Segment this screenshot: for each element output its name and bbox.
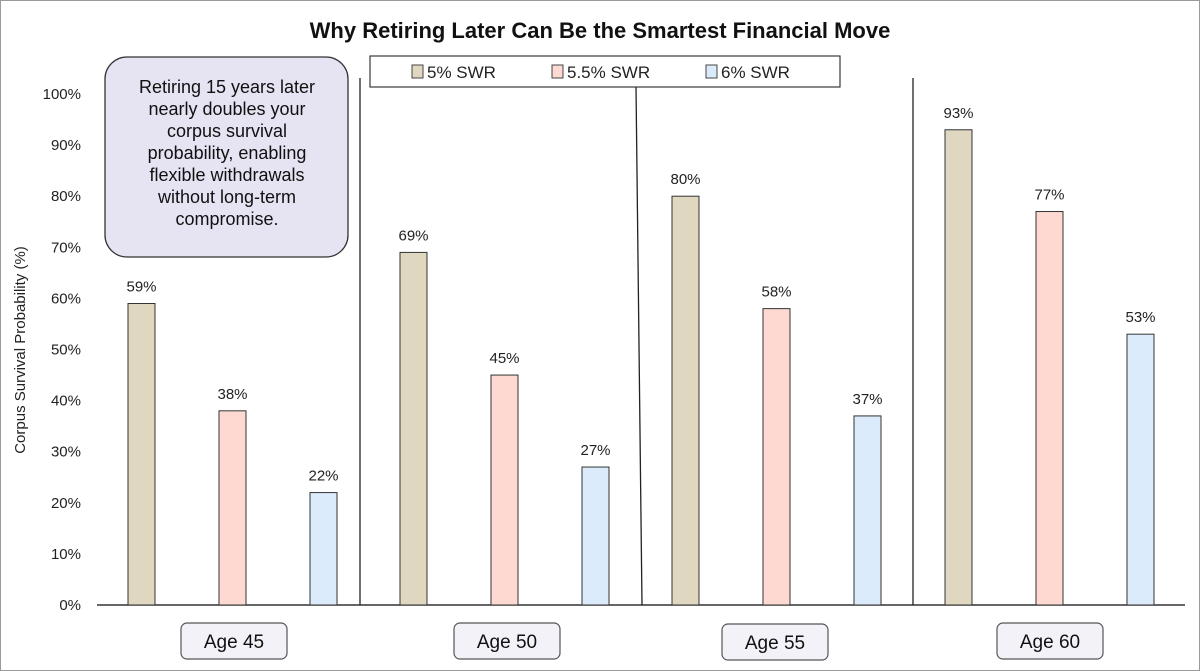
category-labels: Age 45 Age 50 Age 55 Age 60 [180,622,1104,661]
bar [127,303,156,606]
data-label: 27% [580,442,610,459]
bar [399,251,428,606]
bar [671,195,700,606]
category-box [996,622,1104,660]
y-tick-label: 10% [51,546,81,563]
data-label: 22% [308,468,338,485]
x-tick-label: Age 55 [745,633,805,654]
annotation-line: nearly doubles your [148,99,305,119]
bar [309,492,338,606]
y-tick-label: 70% [51,239,81,256]
annotation-line: compromise. [175,209,278,229]
y-tick-label: 40% [51,393,81,410]
category-box [180,622,288,660]
data-label: 38% [217,386,247,403]
legend-entry: 5.5% SWR [567,63,650,82]
data-label: 53% [1125,309,1155,326]
legend-swatch [551,64,564,79]
legend-entry: 6% SWR [721,63,790,82]
y-tick-label: 0% [59,597,81,614]
y-tick-label: 30% [51,444,81,461]
bar [490,374,519,606]
divider-layer [359,78,914,606]
y-tick-label: 80% [51,188,81,205]
data-label: 58% [761,284,791,301]
annotation-line: flexible withdrawals [149,165,304,185]
legend-box [369,55,841,88]
data-label: 80% [670,171,700,188]
bar [581,466,610,606]
legend-swatch [705,64,718,79]
y-tick-label: 50% [51,342,81,359]
bar-layer: 59% 38% 22% 69% 45% 27% 80% 58% 37% 93% 77% 53% [126,105,1156,606]
annotation-background [104,56,349,258]
category-box [721,623,829,661]
y-tick-label: 60% [51,290,81,307]
bar [218,410,247,606]
annotation-line: corpus survival [167,121,287,141]
data-label: 45% [489,350,519,367]
y-tick-label: 20% [51,495,81,512]
data-label: 77% [1034,187,1064,204]
bar [1035,211,1064,606]
data-label: 59% [126,279,156,296]
category-box [453,622,561,660]
y-tick-label: 100% [43,86,81,103]
annotation-line: without long-term [157,187,296,207]
x-tick-label: Age 45 [204,632,264,653]
data-label: 37% [852,391,882,408]
x-tick-label: Age 50 [477,632,537,653]
group-divider [635,85,643,606]
bar [762,308,791,606]
legend-swatch [411,64,424,79]
bar [853,415,882,606]
legend-entry: 5% SWR [427,63,496,82]
annotation-line: probability, enabling [148,143,307,163]
bar [1126,333,1155,606]
y-axis-label: Corpus Survival Probability (%) [12,246,29,454]
axis-layer: 0% 10% 20% 30% 40% 50% 60% 70% 80% 90% 100% [43,86,1185,614]
bar [944,129,973,606]
legend: 5% SWR 5.5% SWR 6% SWR [369,55,841,88]
y-tick-label: 90% [51,137,81,154]
data-label: 69% [398,227,428,244]
data-label: 93% [943,105,973,122]
chart-title: Why Retiring Later Can Be the Smartest F… [310,18,891,43]
annotation-line: Retiring 15 years later [139,77,315,97]
x-tick-label: Age 60 [1020,632,1080,653]
